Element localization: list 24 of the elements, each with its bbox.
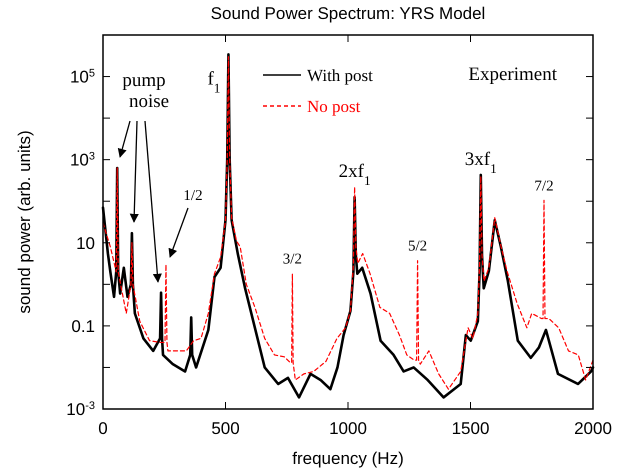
x-tick-label: 0 <box>98 419 108 438</box>
annotation: f$_{1}$ <box>207 68 220 95</box>
y-axis-title: sound power (arb. units) <box>15 130 34 314</box>
x-tick-label: 2000 <box>574 419 612 438</box>
y-tick-label: 10$^{5}$ <box>70 68 95 87</box>
y-tick-label: 10$^{-3}$ <box>66 400 95 419</box>
x-axis-title: frequency (Hz) <box>292 449 404 468</box>
annotation: 7/2 <box>534 178 554 194</box>
annotation: Experiment <box>468 64 558 85</box>
y-tick-label: 0.1 <box>71 316 95 336</box>
x-tick-label: 1000 <box>329 419 367 438</box>
x-tick-label: 1500 <box>452 419 490 438</box>
annotation: 1/2 <box>183 188 203 204</box>
annotation: pump noise <box>122 70 170 112</box>
legend-label: With post <box>307 66 374 85</box>
y-tick-label: 10 <box>76 234 95 253</box>
annotation: 2xf$_{1}$ <box>338 160 371 188</box>
chart-title: Sound Power Spectrum: YRS Model <box>210 4 486 23</box>
y-tick-label: 10$^{3}$ <box>70 150 95 170</box>
annotation: 3xf$_{1}$ <box>464 148 497 176</box>
annotation: 3/2 <box>282 252 302 268</box>
legend-label: No post <box>307 97 361 116</box>
x-tick-label: 500 <box>211 419 240 438</box>
annotation: 5/2 <box>408 238 428 255</box>
